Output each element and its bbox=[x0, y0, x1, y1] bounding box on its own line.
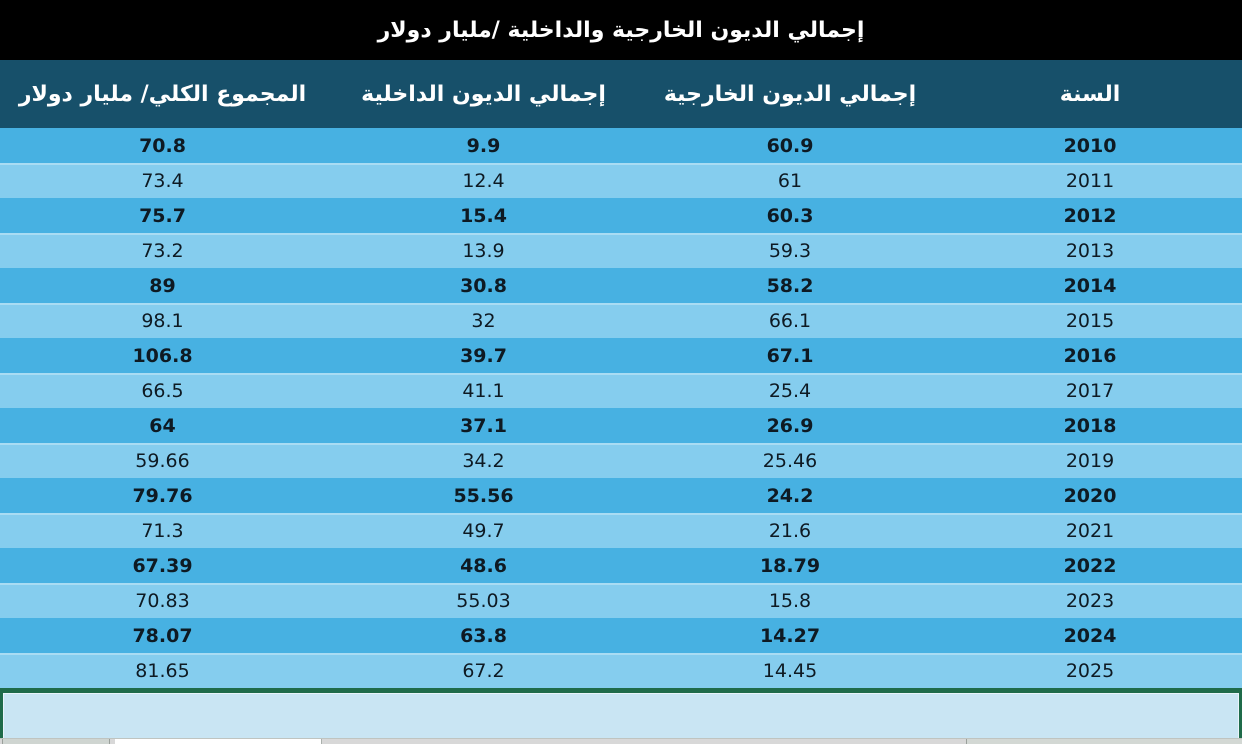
header-cell-external[interactable]: إجمالي الديون الخارجية bbox=[663, 81, 917, 107]
cell-year[interactable]: 2022 bbox=[1063, 554, 1117, 577]
cell-total[interactable]: 64 bbox=[149, 414, 176, 437]
cell-year[interactable]: 2012 bbox=[1063, 204, 1117, 227]
cell-year[interactable]: 2019 bbox=[1065, 449, 1115, 472]
table-row: 2024 14.27 63.8 78.07 bbox=[0, 618, 1242, 653]
cell-internal[interactable]: 9.9 bbox=[466, 134, 501, 157]
cell-internal[interactable]: 37.1 bbox=[460, 414, 507, 437]
table-body: 2010 60.9 9.9 70.8 2011 61 12.4 73.4 201… bbox=[0, 128, 1242, 688]
table-row: 2025 14.45 67.2 81.65 bbox=[0, 653, 1242, 688]
cell-year[interactable]: 2015 bbox=[1065, 309, 1115, 332]
table-row: 2011 61 12.4 73.4 bbox=[0, 163, 1242, 198]
cell-total[interactable]: 59.66 bbox=[135, 449, 190, 472]
header-cell-year[interactable]: السنة bbox=[1059, 81, 1121, 107]
cell-total[interactable]: 78.07 bbox=[132, 624, 193, 647]
cell-internal[interactable]: 34.2 bbox=[462, 449, 505, 472]
cell-internal[interactable]: 15.4 bbox=[460, 204, 507, 227]
cell-external[interactable]: 14.27 bbox=[759, 624, 821, 647]
cell-year[interactable]: 2023 bbox=[1065, 589, 1115, 612]
cell-year[interactable]: 2013 bbox=[1065, 239, 1115, 262]
table-row: 2021 21.6 49.7 71.3 bbox=[0, 513, 1242, 548]
table-title-bar: إجمالي الديون الخارجية والداخلية /مليار … bbox=[0, 0, 1242, 60]
cell-external[interactable]: 25.4 bbox=[768, 379, 812, 402]
cell-total[interactable]: 67.39 bbox=[132, 554, 193, 577]
cell-internal[interactable]: 55.56 bbox=[453, 484, 514, 507]
cell-year[interactable]: 2021 bbox=[1065, 519, 1115, 542]
cell-external[interactable]: 60.9 bbox=[766, 134, 814, 157]
table-row: 2019 25.46 34.2 59.66 bbox=[0, 443, 1242, 478]
cell-internal[interactable]: 67.2 bbox=[462, 659, 505, 682]
table-row: 2022 18.79 48.6 67.39 bbox=[0, 548, 1242, 583]
cell-year[interactable]: 2011 bbox=[1065, 169, 1115, 192]
table-row: 2020 24.2 55.56 79.76 bbox=[0, 478, 1242, 513]
cell-year[interactable]: 2024 bbox=[1063, 624, 1117, 647]
table-row: 2013 59.3 13.9 73.2 bbox=[0, 233, 1242, 268]
cell-year[interactable]: 2016 bbox=[1063, 344, 1117, 367]
cell-total[interactable]: 71.3 bbox=[141, 519, 184, 542]
table-title: إجمالي الديون الخارجية والداخلية /مليار … bbox=[377, 17, 865, 43]
table-row: 2023 15.8 55.03 70.83 bbox=[0, 583, 1242, 618]
cell-total[interactable]: 106.8 bbox=[132, 344, 193, 367]
sheet-tab-inactive[interactable] bbox=[2, 739, 110, 744]
cell-internal[interactable]: 39.7 bbox=[460, 344, 507, 367]
cell-internal[interactable]: 48.6 bbox=[460, 554, 507, 577]
table-header-row: السنة إجمالي الديون الخارجية إجمالي الدي… bbox=[0, 60, 1242, 128]
header-cell-internal[interactable]: إجمالي الديون الداخلية bbox=[361, 81, 606, 107]
sheet-tab-strip bbox=[0, 738, 1242, 744]
cell-external[interactable]: 59.3 bbox=[768, 239, 812, 262]
table-row: 2016 67.1 39.7 106.8 bbox=[0, 338, 1242, 373]
cell-external[interactable]: 58.2 bbox=[766, 274, 814, 297]
cell-external[interactable]: 15.8 bbox=[768, 589, 812, 612]
empty-bottom-panel bbox=[0, 688, 1242, 738]
cell-external[interactable]: 26.9 bbox=[766, 414, 814, 437]
cell-total[interactable]: 79.76 bbox=[132, 484, 193, 507]
cell-total[interactable]: 73.4 bbox=[141, 169, 184, 192]
table-row: 2010 60.9 9.9 70.8 bbox=[0, 128, 1242, 163]
cell-external[interactable]: 60.3 bbox=[766, 204, 814, 227]
cell-internal[interactable]: 41.1 bbox=[462, 379, 505, 402]
cell-external[interactable]: 14.45 bbox=[762, 659, 818, 682]
cell-internal[interactable]: 49.7 bbox=[462, 519, 505, 542]
cell-internal[interactable]: 55.03 bbox=[456, 589, 511, 612]
cell-total[interactable]: 70.8 bbox=[139, 134, 186, 157]
cell-external[interactable]: 67.1 bbox=[766, 344, 814, 367]
table-row: 2018 26.9 37.1 64 bbox=[0, 408, 1242, 443]
cell-total[interactable]: 70.83 bbox=[135, 589, 190, 612]
cell-external[interactable]: 61 bbox=[777, 169, 803, 192]
sheet-strip-background bbox=[966, 739, 1242, 744]
table-row: 2014 58.2 30.8 89 bbox=[0, 268, 1242, 303]
cell-total[interactable]: 81.65 bbox=[135, 659, 190, 682]
cell-external[interactable]: 21.6 bbox=[768, 519, 812, 542]
cell-external[interactable]: 24.2 bbox=[766, 484, 814, 507]
cell-year[interactable]: 2010 bbox=[1063, 134, 1117, 157]
cell-year[interactable]: 2018 bbox=[1063, 414, 1117, 437]
header-cell-total[interactable]: المجموع الكلي/ مليار دولار bbox=[18, 81, 307, 107]
cell-total[interactable]: 66.5 bbox=[141, 379, 184, 402]
table-row: 2012 60.3 15.4 75.7 bbox=[0, 198, 1242, 233]
cell-internal[interactable]: 12.4 bbox=[462, 169, 505, 192]
cell-total[interactable]: 73.2 bbox=[141, 239, 184, 262]
cell-internal[interactable]: 32 bbox=[471, 309, 496, 332]
cell-total[interactable]: 98.1 bbox=[141, 309, 184, 332]
cell-internal[interactable]: 63.8 bbox=[460, 624, 507, 647]
table-row: 2015 66.1 32 98.1 bbox=[0, 303, 1242, 338]
cell-internal[interactable]: 13.9 bbox=[462, 239, 505, 262]
cell-total[interactable]: 75.7 bbox=[139, 204, 186, 227]
cell-external[interactable]: 25.46 bbox=[762, 449, 818, 472]
cell-total[interactable]: 89 bbox=[149, 274, 176, 297]
sheet-tab-active[interactable] bbox=[115, 739, 322, 744]
cell-external[interactable]: 18.79 bbox=[759, 554, 821, 577]
cell-year[interactable]: 2025 bbox=[1065, 659, 1115, 682]
cell-year[interactable]: 2014 bbox=[1063, 274, 1117, 297]
cell-external[interactable]: 66.1 bbox=[768, 309, 812, 332]
cell-internal[interactable]: 30.8 bbox=[460, 274, 507, 297]
cell-year[interactable]: 2017 bbox=[1065, 379, 1115, 402]
table-row: 2017 25.4 41.1 66.5 bbox=[0, 373, 1242, 408]
cell-year[interactable]: 2020 bbox=[1063, 484, 1117, 507]
